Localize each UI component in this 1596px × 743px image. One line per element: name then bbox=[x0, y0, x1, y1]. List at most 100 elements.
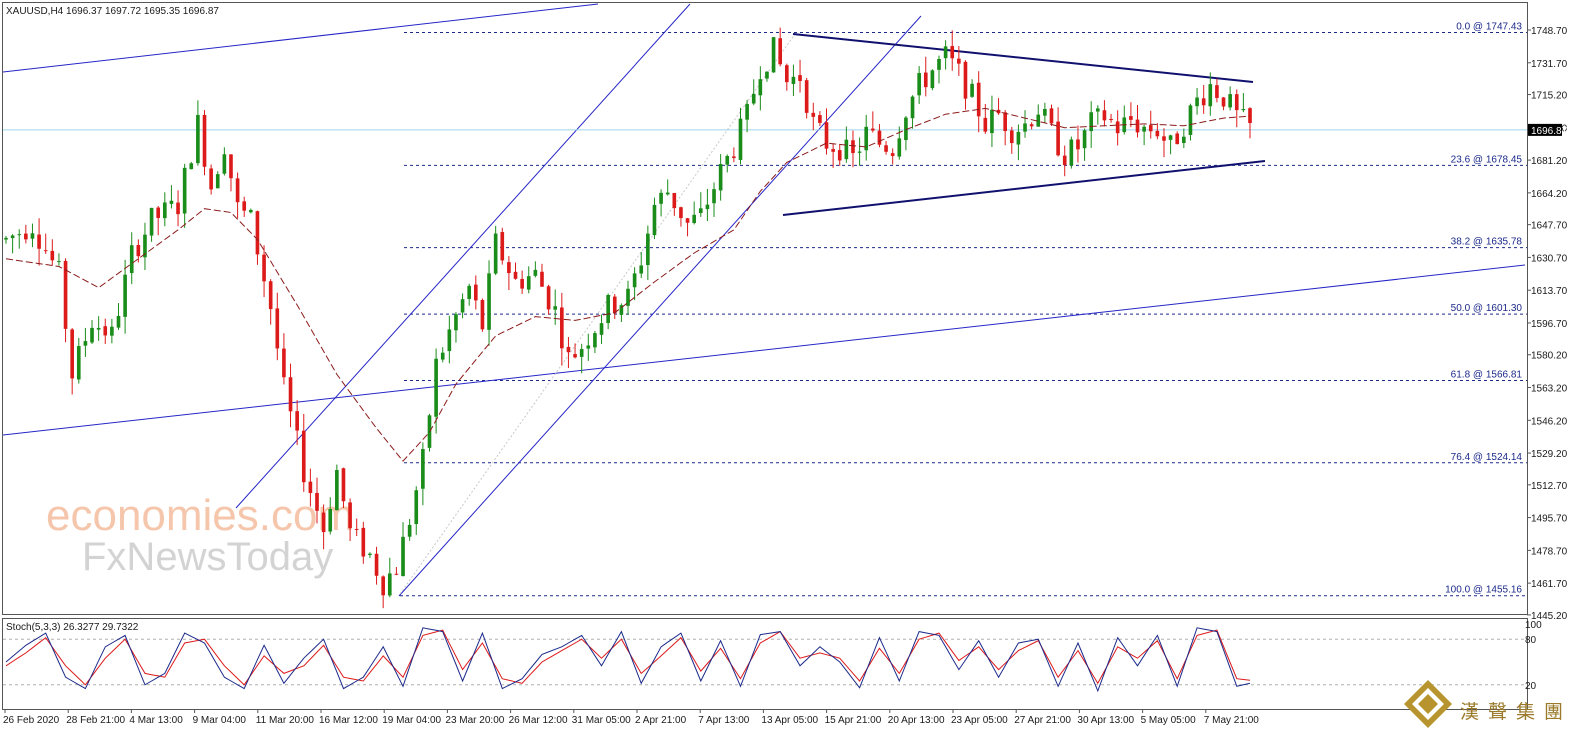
candle bbox=[427, 413, 432, 452]
candle bbox=[798, 59, 802, 93]
candle bbox=[646, 225, 650, 281]
candle bbox=[765, 71, 769, 82]
candle bbox=[90, 320, 94, 345]
candle bbox=[116, 303, 121, 330]
candle bbox=[361, 521, 366, 564]
fibonacci-levels: 0.0 @ 1747.43 23.6 @ 1678.45 38.2 @ 1635.7… bbox=[400, 21, 1527, 597]
candle bbox=[712, 182, 716, 217]
candle bbox=[1195, 88, 1199, 115]
candle bbox=[96, 316, 101, 341]
candle bbox=[335, 464, 339, 511]
candle bbox=[70, 328, 74, 395]
candle bbox=[745, 99, 749, 133]
candle bbox=[222, 147, 227, 176]
stochastic-indicator bbox=[3, 627, 1527, 693]
trend-lines bbox=[2, 3, 1526, 597]
candle bbox=[249, 208, 253, 214]
fib-level-label: 61.8 @ 1566.81 bbox=[1451, 370, 1523, 381]
candle bbox=[202, 110, 207, 176]
price-tick-label: 1445.20 bbox=[1531, 611, 1568, 622]
candle bbox=[394, 566, 399, 576]
candle bbox=[1023, 110, 1027, 138]
candle bbox=[943, 40, 948, 70]
candle bbox=[811, 102, 816, 131]
candle bbox=[487, 260, 491, 346]
candle bbox=[467, 283, 472, 306]
candle bbox=[500, 227, 505, 265]
candle bbox=[593, 330, 597, 354]
time-tick-label: 16 Mar 12:00 bbox=[319, 715, 378, 726]
candle bbox=[50, 239, 55, 266]
candle bbox=[143, 222, 147, 271]
fib-level-label: 76.4 @ 1524.14 bbox=[1451, 452, 1523, 463]
candle bbox=[1095, 105, 1100, 125]
logo-text: 漢聲集團 bbox=[1460, 701, 1572, 723]
candle bbox=[930, 69, 935, 91]
candle bbox=[1115, 110, 1120, 146]
candle bbox=[526, 266, 531, 294]
candle bbox=[176, 190, 180, 227]
candle bbox=[890, 148, 895, 165]
candle bbox=[1029, 122, 1034, 130]
candle bbox=[778, 27, 783, 67]
candle bbox=[976, 71, 981, 133]
candle bbox=[1208, 72, 1213, 116]
candle bbox=[341, 467, 346, 508]
symbol-info: XAUUSD,H4 1696.37 1697.72 1695.35 1696.8… bbox=[6, 6, 219, 17]
time-tick-label: 7 Apr 13:00 bbox=[698, 715, 750, 726]
candle bbox=[586, 333, 591, 361]
candle bbox=[229, 154, 233, 192]
candle bbox=[447, 315, 452, 364]
candle bbox=[1016, 124, 1021, 161]
current-price-tag: 1696.87 bbox=[1528, 123, 1568, 137]
candle bbox=[606, 293, 610, 330]
candle bbox=[659, 189, 663, 217]
time-tick-label: 7 May 21:00 bbox=[1204, 715, 1259, 726]
price-tick-label: 1647.70 bbox=[1531, 221, 1568, 232]
time-tick-label: 30 Apr 13:00 bbox=[1077, 715, 1134, 726]
candle bbox=[123, 259, 127, 334]
price-tick-label: 1563.20 bbox=[1531, 384, 1568, 395]
candle bbox=[983, 104, 988, 134]
candle bbox=[1142, 125, 1146, 146]
candle bbox=[387, 557, 392, 598]
candle bbox=[1049, 104, 1054, 126]
price-tick-label: 1748.70 bbox=[1531, 26, 1568, 37]
price-pane-frame bbox=[2, 2, 1528, 615]
candles bbox=[4, 27, 1252, 609]
candle bbox=[1221, 97, 1226, 111]
triangle-upper-line bbox=[792, 33, 1254, 83]
time-tick-label: 9 Mar 04:00 bbox=[193, 715, 247, 726]
candle bbox=[295, 400, 299, 445]
candle bbox=[857, 137, 862, 166]
candle bbox=[698, 192, 703, 217]
candle bbox=[321, 504, 326, 550]
time-tick-label: 28 Feb 21:00 bbox=[66, 715, 125, 726]
candle bbox=[368, 552, 372, 558]
candle bbox=[784, 63, 789, 91]
price-tick-label: 1596.70 bbox=[1531, 319, 1568, 330]
candle bbox=[37, 218, 41, 266]
candle bbox=[401, 522, 405, 577]
candle bbox=[1102, 100, 1107, 127]
candle bbox=[1043, 102, 1047, 123]
candle bbox=[1069, 136, 1074, 169]
time-tick-label: 2 Apr 21:00 bbox=[635, 715, 687, 726]
candle bbox=[705, 188, 710, 222]
price-tick-label: 1580.20 bbox=[1531, 351, 1568, 362]
price-tick-label: 1630.70 bbox=[1531, 253, 1568, 264]
candle bbox=[851, 130, 855, 168]
candle bbox=[129, 232, 134, 285]
candle bbox=[837, 144, 842, 166]
candle bbox=[1009, 126, 1014, 154]
candle bbox=[877, 124, 882, 148]
candle bbox=[421, 442, 425, 506]
candle bbox=[692, 201, 696, 225]
candle bbox=[1234, 89, 1239, 128]
candle bbox=[10, 234, 15, 254]
fib-level-label: 100.0 @ 1455.16 bbox=[1445, 585, 1522, 596]
time-tick-label: 15 Apr 21:00 bbox=[825, 715, 882, 726]
candle bbox=[407, 518, 412, 541]
